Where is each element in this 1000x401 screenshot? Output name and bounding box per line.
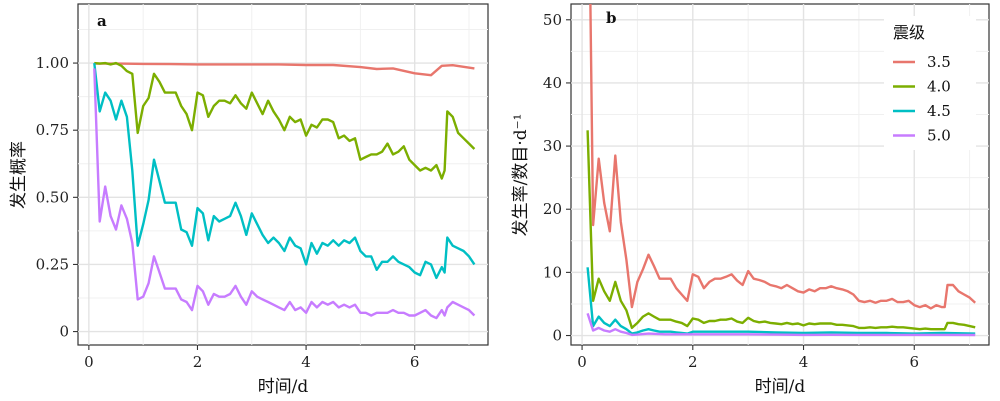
panel-b-ylabel: 发生率/数目·d⁻¹ bbox=[511, 114, 531, 237]
panel-a-series bbox=[93, 61, 476, 320]
y-tick-label: 50 bbox=[543, 11, 562, 29]
panel-a-letter: a bbox=[97, 12, 107, 30]
y-tick-label: 10 bbox=[543, 263, 562, 281]
legend: 震级 3.5 4.0 4.5 5.0 bbox=[884, 16, 976, 150]
panel-b-series bbox=[586, 4, 977, 337]
legend-items: 3.5 4.0 4.5 5.0 bbox=[893, 53, 951, 145]
series-line-4.0 bbox=[94, 61, 476, 180]
series-line-4.5 bbox=[586, 267, 976, 335]
y-tick-label: 1.00 bbox=[36, 54, 69, 72]
panel-a-xlabel: 时间/d bbox=[258, 377, 309, 397]
x-tick-label: 6 bbox=[410, 353, 420, 371]
panel-b-xlabel: 时间/d bbox=[755, 377, 806, 397]
y-tick-label: 0.25 bbox=[36, 255, 69, 273]
x-tick-label: 0 bbox=[84, 353, 94, 371]
panel-b: 0 2 4 6 0 10 20 30 40 50 b 时间/d 发生率/数目·d⁻¹ 震级 3.5… bbox=[511, 3, 990, 397]
legend-label-4.5: 4.5 bbox=[927, 102, 951, 120]
panel-a-frame bbox=[77, 3, 489, 346]
legend-label-4.0: 4.0 bbox=[927, 78, 951, 96]
x-tick-label: 0 bbox=[577, 353, 587, 371]
series-line-3.5 bbox=[94, 62, 475, 77]
y-tick-label: 30 bbox=[543, 137, 562, 155]
legend-title: 震级 bbox=[893, 23, 925, 42]
legend-label-5.0: 5.0 bbox=[927, 127, 951, 145]
panel-a: 0 2 4 6 0 0.25 0.50 0.75 1.00 a 时间/d 发生概率 bbox=[9, 3, 489, 397]
series-line-4.5 bbox=[93, 62, 476, 280]
y-tick-label: 20 bbox=[543, 200, 562, 218]
y-tick-label: 0 bbox=[59, 323, 69, 341]
y-tick-label: 40 bbox=[543, 74, 562, 92]
series-line-5.0 bbox=[93, 68, 476, 320]
panel-a-ticks: 0 2 4 6 0 0.25 0.50 0.75 1.00 bbox=[36, 54, 420, 371]
panel-a-grid bbox=[78, 4, 488, 345]
x-tick-label: 4 bbox=[799, 353, 809, 371]
series-line-3.5 bbox=[589, 4, 977, 310]
legend-box bbox=[884, 16, 976, 150]
x-tick-label: 6 bbox=[909, 353, 919, 371]
y-tick-label: 0.50 bbox=[36, 188, 69, 206]
panel-b-letter: b bbox=[606, 9, 617, 27]
x-tick-label: 4 bbox=[301, 353, 311, 371]
x-tick-label: 2 bbox=[688, 353, 698, 371]
panel-b-ticks: 0 2 4 6 0 10 20 30 40 50 bbox=[543, 11, 919, 371]
panel-a-ylabel: 发生概率 bbox=[9, 141, 29, 209]
y-tick-label: 0.75 bbox=[36, 121, 69, 139]
series-line-4.0 bbox=[586, 130, 976, 331]
legend-label-3.5: 3.5 bbox=[927, 53, 951, 71]
x-tick-label: 2 bbox=[193, 353, 203, 371]
y-tick-label: 0 bbox=[552, 327, 562, 345]
series-line-5.0 bbox=[586, 313, 976, 337]
